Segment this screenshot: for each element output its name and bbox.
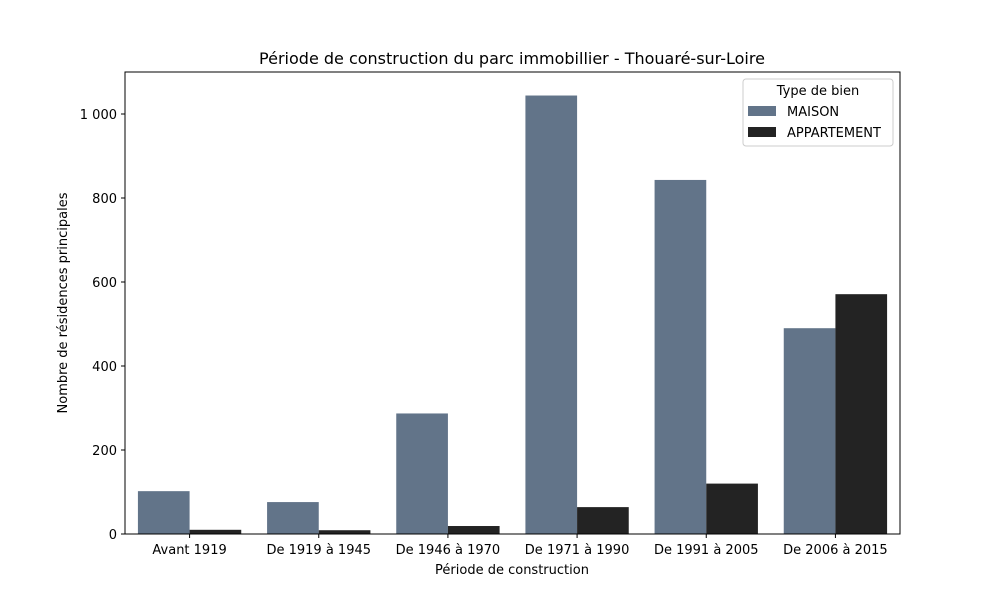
bars-layer [137, 95, 888, 535]
bar-appartement-4 [577, 507, 629, 534]
legend-swatch-appartement [748, 127, 776, 137]
y-tick-label: 600 [92, 276, 117, 291]
bar-maison-3 [396, 413, 448, 534]
plot-frame [124, 71, 901, 535]
legend-label-maison: MAISON [787, 105, 839, 120]
x-tick-label: De 1991 à 2005 [654, 543, 759, 558]
axes-layer: 0 200 400 600 800 1 000 Avant 1919 De 1919 à 19… [80, 71, 901, 558]
y-tick-label: 0 [109, 528, 117, 543]
legend-swatch-maison [748, 106, 776, 116]
y-axis-label: Nombre de résidences principales [56, 192, 71, 413]
x-tick-label: De 1946 à 1970 [396, 543, 501, 558]
y-tick-label: 800 [92, 192, 117, 207]
bar-maison-1 [137, 491, 190, 534]
y-tick-label: 200 [92, 444, 117, 459]
x-tick-label: Avant 1919 [152, 543, 226, 558]
y-tick-label: 1 000 [80, 108, 117, 123]
bar-appartement-6 [835, 294, 888, 534]
bar-appartement-5 [706, 483, 758, 534]
legend-box [742, 78, 894, 147]
bar-appartement-2 [318, 530, 371, 534]
legend: Type de bien MAISON APPARTEMENT [742, 78, 894, 147]
bar-maison-4 [525, 95, 578, 535]
legend-label-appartement: APPARTEMENT [787, 126, 881, 141]
x-tick-label: De 2006 à 2015 [783, 543, 888, 558]
x-tick-label: De 1971 à 1990 [525, 543, 630, 558]
bar-appartement-3 [447, 526, 500, 534]
x-axis-label: Période de construction [435, 563, 589, 578]
bar-maison-5 [654, 179, 707, 534]
legend-title: Type de bien [776, 84, 859, 99]
chart-title: Période de construction du parc immobill… [259, 49, 765, 68]
bar-maison-2 [267, 502, 319, 534]
bar-appartement-1 [189, 529, 242, 534]
bar-maison-6 [783, 328, 836, 534]
y-tick-label: 400 [92, 360, 117, 375]
x-tick-label: De 1919 à 1945 [266, 543, 371, 558]
